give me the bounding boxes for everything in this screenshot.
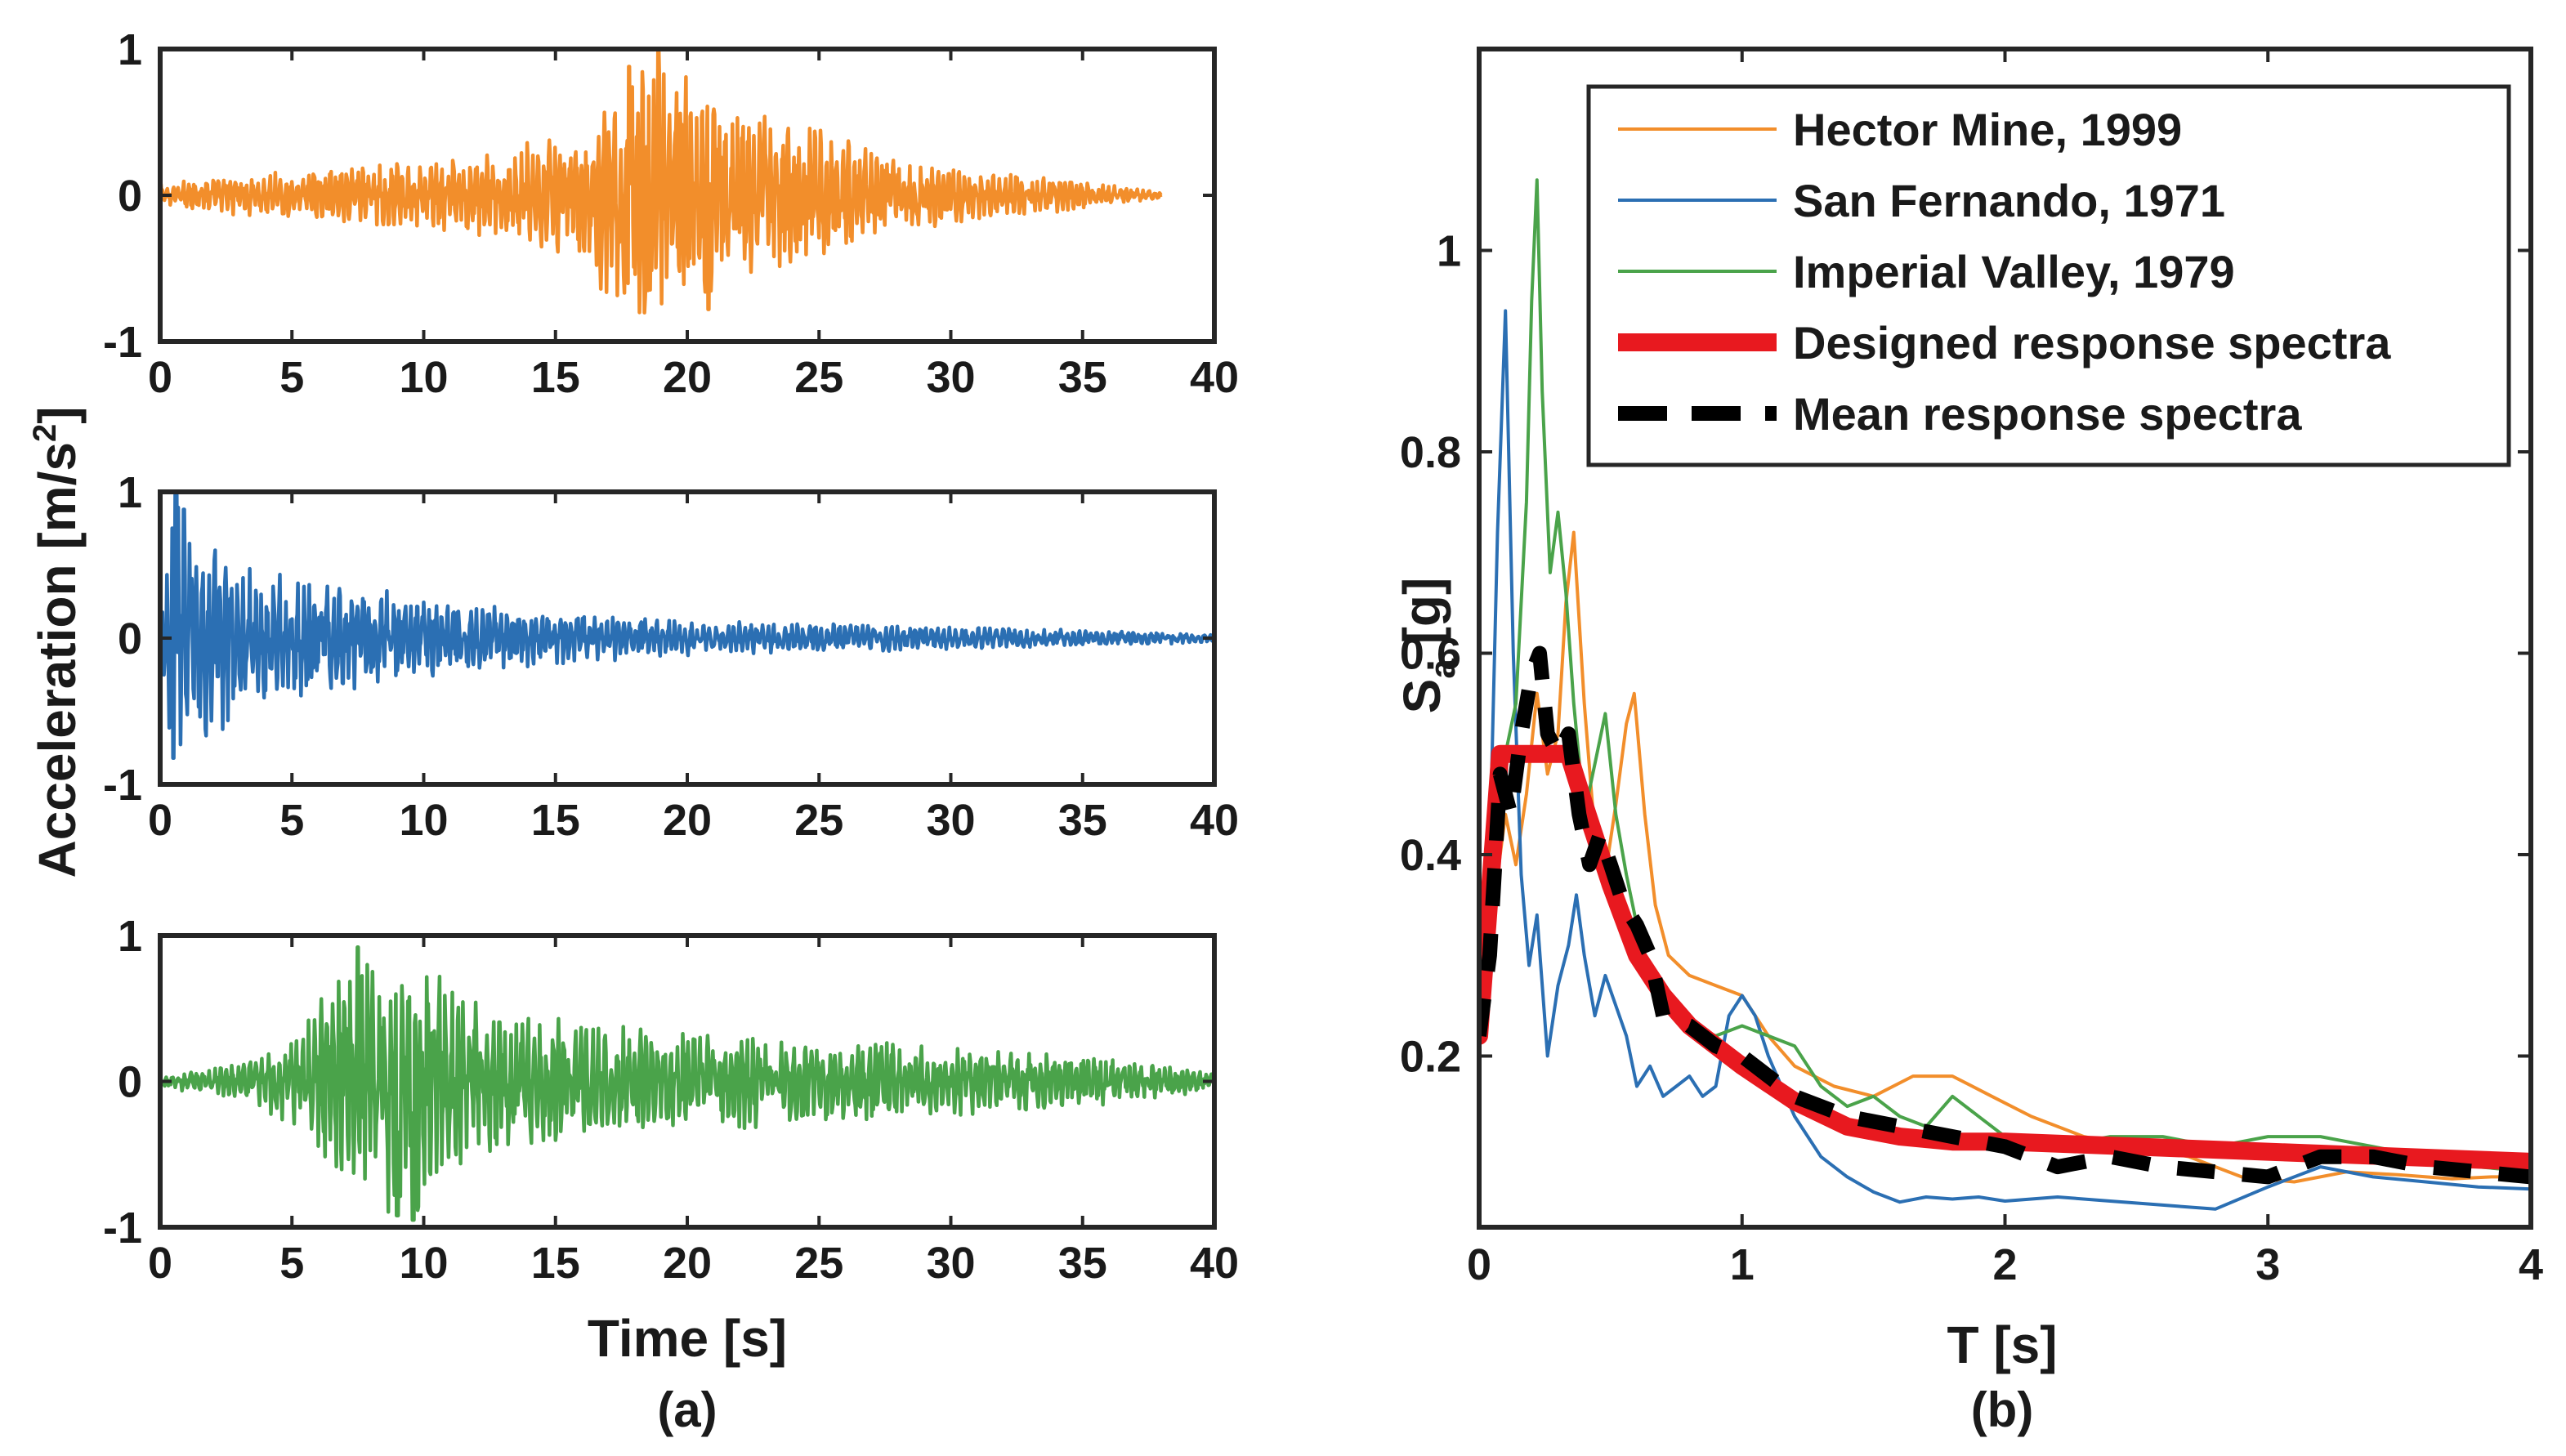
x-tick-label: 0 [148, 353, 172, 402]
spectra-curves [1479, 178, 2531, 1211]
accel-trace-1 [158, 493, 1217, 761]
y-tick-label: 0.6 [1400, 629, 1461, 678]
subplot-san-fernando: 0 5 10 15 20 25 30 35 40-101 [103, 468, 1239, 845]
x-tick-label: 5 [279, 1239, 304, 1288]
legend-label-4: Mean response spectra [1793, 388, 2302, 440]
y-tick-label: -1 [103, 318, 142, 367]
x-tick-label: 40 [1190, 353, 1239, 402]
x-tick-label: 20 [663, 353, 712, 402]
x-tick-label: 2 [1992, 1240, 2017, 1289]
spectra-plot: 0 1 2 3 4 0.2 0.4 0.6 0.8 1 [1400, 47, 2543, 1289]
x-tick-label: 10 [399, 1239, 448, 1288]
x-tick-label: 30 [926, 796, 975, 845]
legend-box [1586, 84, 2511, 467]
spectrum-line-mean-response-spectra [1479, 645, 2531, 1185]
x-tick-label: 15 [531, 1239, 580, 1288]
x-tick-label: 4 [2519, 1240, 2543, 1289]
panel-a: 0 5 10 15 20 25 30 35 40-101 0 5 10 15 20 25 30 35 40-10… [27, 25, 1239, 1437]
x-tick-label: 15 [531, 353, 580, 402]
y-tick-label: 1 [118, 25, 142, 74]
panel-b-xlabel: T [s] [1947, 1315, 2057, 1374]
legend-label-3: Designed response spectra [1793, 317, 2391, 368]
y-tick-label: 1 [118, 468, 142, 517]
y-tick-label: -1 [103, 761, 142, 810]
x-tick-label: 35 [1058, 796, 1107, 845]
x-tick-label: 20 [663, 796, 712, 845]
spectrum-line-designed-response-spectra [1479, 744, 2531, 1171]
x-tick-label: 5 [279, 353, 304, 402]
x-tick-label: 30 [926, 353, 975, 402]
panel-b-ylabel: Sa [g] [1393, 578, 1463, 714]
y-tick-label: 0 [118, 172, 142, 221]
y-tick-label: 1 [1437, 226, 1461, 275]
panel-b-caption: (b) [1971, 1382, 2034, 1437]
panel-b: 0 1 2 3 4 0.2 0.4 0.6 0.8 1 Sa [g] T [s] (b) Hect… [1393, 47, 2543, 1437]
legend-label-2: Imperial Valley, 1979 [1793, 246, 2235, 297]
spectrum-line-san-fernando-1971 [1479, 309, 2531, 1211]
x-tick-label: 5 [279, 796, 304, 845]
x-tick-label: 0 [1467, 1240, 1491, 1289]
legend-label-1: San Fernando, 1971 [1793, 175, 2225, 226]
x-tick-label: 40 [1190, 796, 1239, 845]
x-tick-label: 0 [148, 796, 172, 845]
x-tick-label: 25 [794, 1239, 843, 1288]
legend: Hector Mine, 1999 San Fernando, 1971 Imper… [1586, 84, 2511, 467]
x-tick-label: 15 [531, 796, 580, 845]
panel-a-ylabel: Acceleration [m/s2] [27, 406, 87, 878]
accel-trace-2 [159, 945, 1217, 1222]
x-tick-label: 20 [663, 1239, 712, 1288]
y-tick-label: 0.2 [1400, 1032, 1461, 1081]
subplot-imperial-valley: 0 5 10 15 20 25 30 35 40-101 [103, 912, 1239, 1288]
y-tick-label: -1 [103, 1204, 142, 1253]
legend-label-0: Hector Mine, 1999 [1793, 104, 2182, 155]
x-tick-label: 10 [399, 353, 448, 402]
y-tick-label: 0.4 [1400, 831, 1461, 880]
x-tick-label: 0 [148, 1239, 172, 1288]
x-tick-label: 10 [399, 796, 448, 845]
subplot-hector-mine: 0 5 10 15 20 25 30 35 40-101 [103, 25, 1239, 402]
y-tick-label: 0 [118, 614, 142, 663]
x-tick-label: 35 [1058, 353, 1107, 402]
x-tick-label: 1 [1730, 1240, 1755, 1289]
y-tick-label: 0.8 [1400, 428, 1461, 477]
x-tick-label: 3 [2255, 1240, 2280, 1289]
y-tick-label: 1 [118, 912, 142, 961]
x-tick-label: 35 [1058, 1239, 1107, 1288]
x-tick-label: 40 [1190, 1239, 1239, 1288]
panel-a-xlabel: Time [s] [588, 1309, 787, 1368]
y-tick-label: 0 [118, 1058, 142, 1107]
x-tick-label: 30 [926, 1239, 975, 1288]
accel-trace-0 [158, 47, 1163, 315]
x-tick-label: 25 [794, 353, 843, 402]
panel-a-caption: (a) [657, 1382, 717, 1437]
x-tick-label: 25 [794, 796, 843, 845]
